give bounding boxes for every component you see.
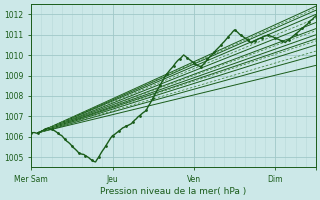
X-axis label: Pression niveau de la mer( hPa ): Pression niveau de la mer( hPa ) — [100, 187, 247, 196]
